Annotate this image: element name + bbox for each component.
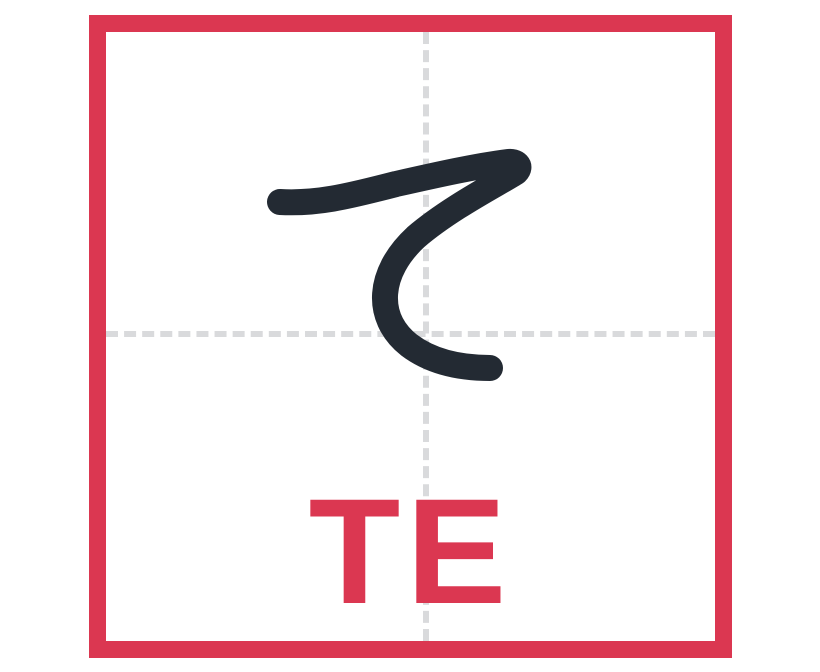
kana-glyph [267, 148, 532, 381]
kana-stroke [267, 148, 532, 381]
kana-card: TE [89, 15, 732, 658]
romaji-label: TE [308, 467, 513, 635]
